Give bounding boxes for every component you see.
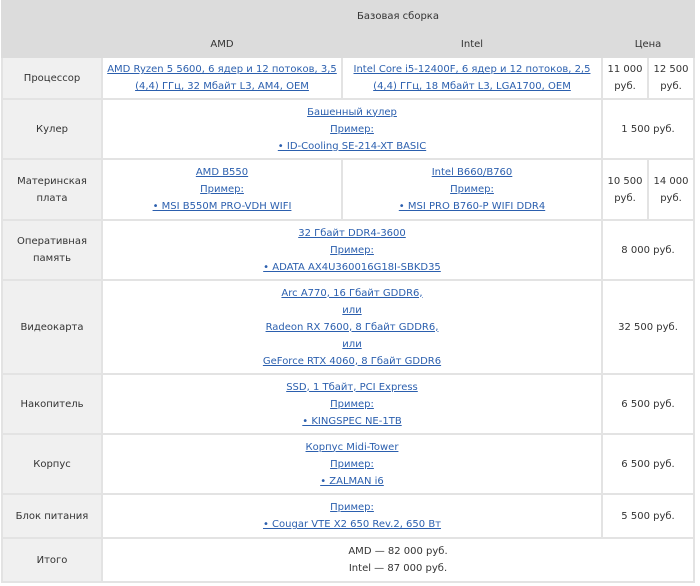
mobo-amd-example-link[interactable]: Пример: [200,184,244,195]
cooler-item-link[interactable]: • ID-Cooling SE-214-XT BASIC [277,140,427,152]
mobo-intel-item-link[interactable]: • MSI PRO B760-P WIFI DDR4 [398,201,546,212]
row-label: Кулер [1,98,103,160]
row-ram: Оперативная память 32 Гбайт DDR4-3600 Пр… [1,219,696,281]
gpu-or-link[interactable]: или [342,338,362,350]
row-cpu: Процессор AMD Ryzen 5 5600, 6 ядер и 12 … [1,56,696,100]
row-label: Материнская плата [1,158,103,221]
row-label: Оперативная память [1,219,103,281]
mobo-intel-example-link[interactable]: Пример: [450,184,494,195]
total-intel: Intel — 87 000 руб. [348,563,448,574]
row-gpu: Видеокарта Arc A770, 16 Гбайт GDDR6, или… [1,279,696,375]
table-title: Базовая сборка [100,0,696,32]
gpu-option-3-link[interactable]: GeForce RTX 4060, 8 Гбайт GDDR6 [262,355,442,367]
cooler-example-link[interactable]: Пример: [330,123,374,135]
row-label: Видеокарта [1,279,103,375]
storage-example-link[interactable]: Пример: [330,398,374,410]
col-header-price: Цена [600,30,696,58]
mobo-amd-item-link[interactable]: • MSI B550M PRO-VDH WIFI [152,201,292,212]
ram-example-link[interactable]: Пример: [330,244,374,256]
row-mobo: Материнская плата AMD B550 Пример: • MSI… [1,158,696,221]
total-amd: AMD — 82 000 руб. [348,546,448,557]
price: 8 000 руб. [600,219,696,281]
row-label: Итого [1,537,103,583]
cpu-amd-link[interactable]: AMD Ryzen 5 5600, 6 ядер и 12 потоков, 3… [107,64,337,92]
price: 1 500 руб. [600,98,696,160]
psu-item-link[interactable]: • Cougar VTE X2 650 Rev.2, 650 Вт [262,519,442,530]
price: 6 500 руб. [600,373,696,435]
psu-example-link[interactable]: Пример: [330,502,374,513]
price: 32 500 руб. [600,279,696,375]
row-cooler: Кулер Башенный кулер Пример: • ID-Coolin… [1,98,696,160]
gpu-option-1-link[interactable]: Arc A770, 16 Гбайт GDDR6, [281,287,423,299]
gpu-option-2-link[interactable]: Radeon RX 7600, 8 Гбайт GDDR6, [265,321,439,333]
gpu-or-link[interactable]: или [342,304,362,316]
row-storage: Накопитель SSD, 1 Тбайт, PCI Express При… [1,373,696,435]
col-header-intel: Intel [341,30,603,58]
storage-type-link[interactable]: SSD, 1 Тбайт, PCI Express [286,381,418,393]
mobo-amd-type-link[interactable]: AMD B550 [195,167,249,178]
row-label: Корпус [1,433,103,495]
price: 5 500 руб. [600,493,696,539]
price-intel: 14 000 руб. [646,158,696,221]
row-total: Итого AMD — 82 000 руб. Intel — 87 000 р… [1,537,696,583]
case-type-link[interactable]: Корпус Midi-Tower [305,441,399,453]
row-case: Корпус Корпус Midi-Tower Пример: • ZALMA… [1,433,696,495]
case-item-link[interactable]: • ZALMAN i6 [320,475,384,487]
row-label: Накопитель [1,373,103,435]
row-psu: Блок питания Пример: • Cougar VTE X2 650… [1,493,696,539]
row-label: Блок питания [1,493,103,539]
price-amd: 10 500 руб. [601,158,649,221]
price-intel: 12 500 руб. [646,56,696,100]
price-amd: 11 000 руб. [601,56,649,100]
ram-item-link[interactable]: • ADATA AX4U360016G18I-SBKD35 [263,261,441,273]
row-label: Процессор [1,56,103,100]
ram-type-link[interactable]: 32 Гбайт DDR4-3600 [298,227,406,239]
col-header-amd: AMD [101,30,343,58]
mobo-intel-type-link[interactable]: Intel B660/B760 [431,167,513,178]
cooler-type-link[interactable]: Башенный кулер [307,106,397,118]
price: 6 500 руб. [600,433,696,495]
case-example-link[interactable]: Пример: [330,458,374,470]
cpu-intel-link[interactable]: Intel Core i5-12400F, 6 ядер и 12 потоко… [353,64,591,92]
storage-item-link[interactable]: • KINGSPEC NE-1TB [302,415,402,427]
